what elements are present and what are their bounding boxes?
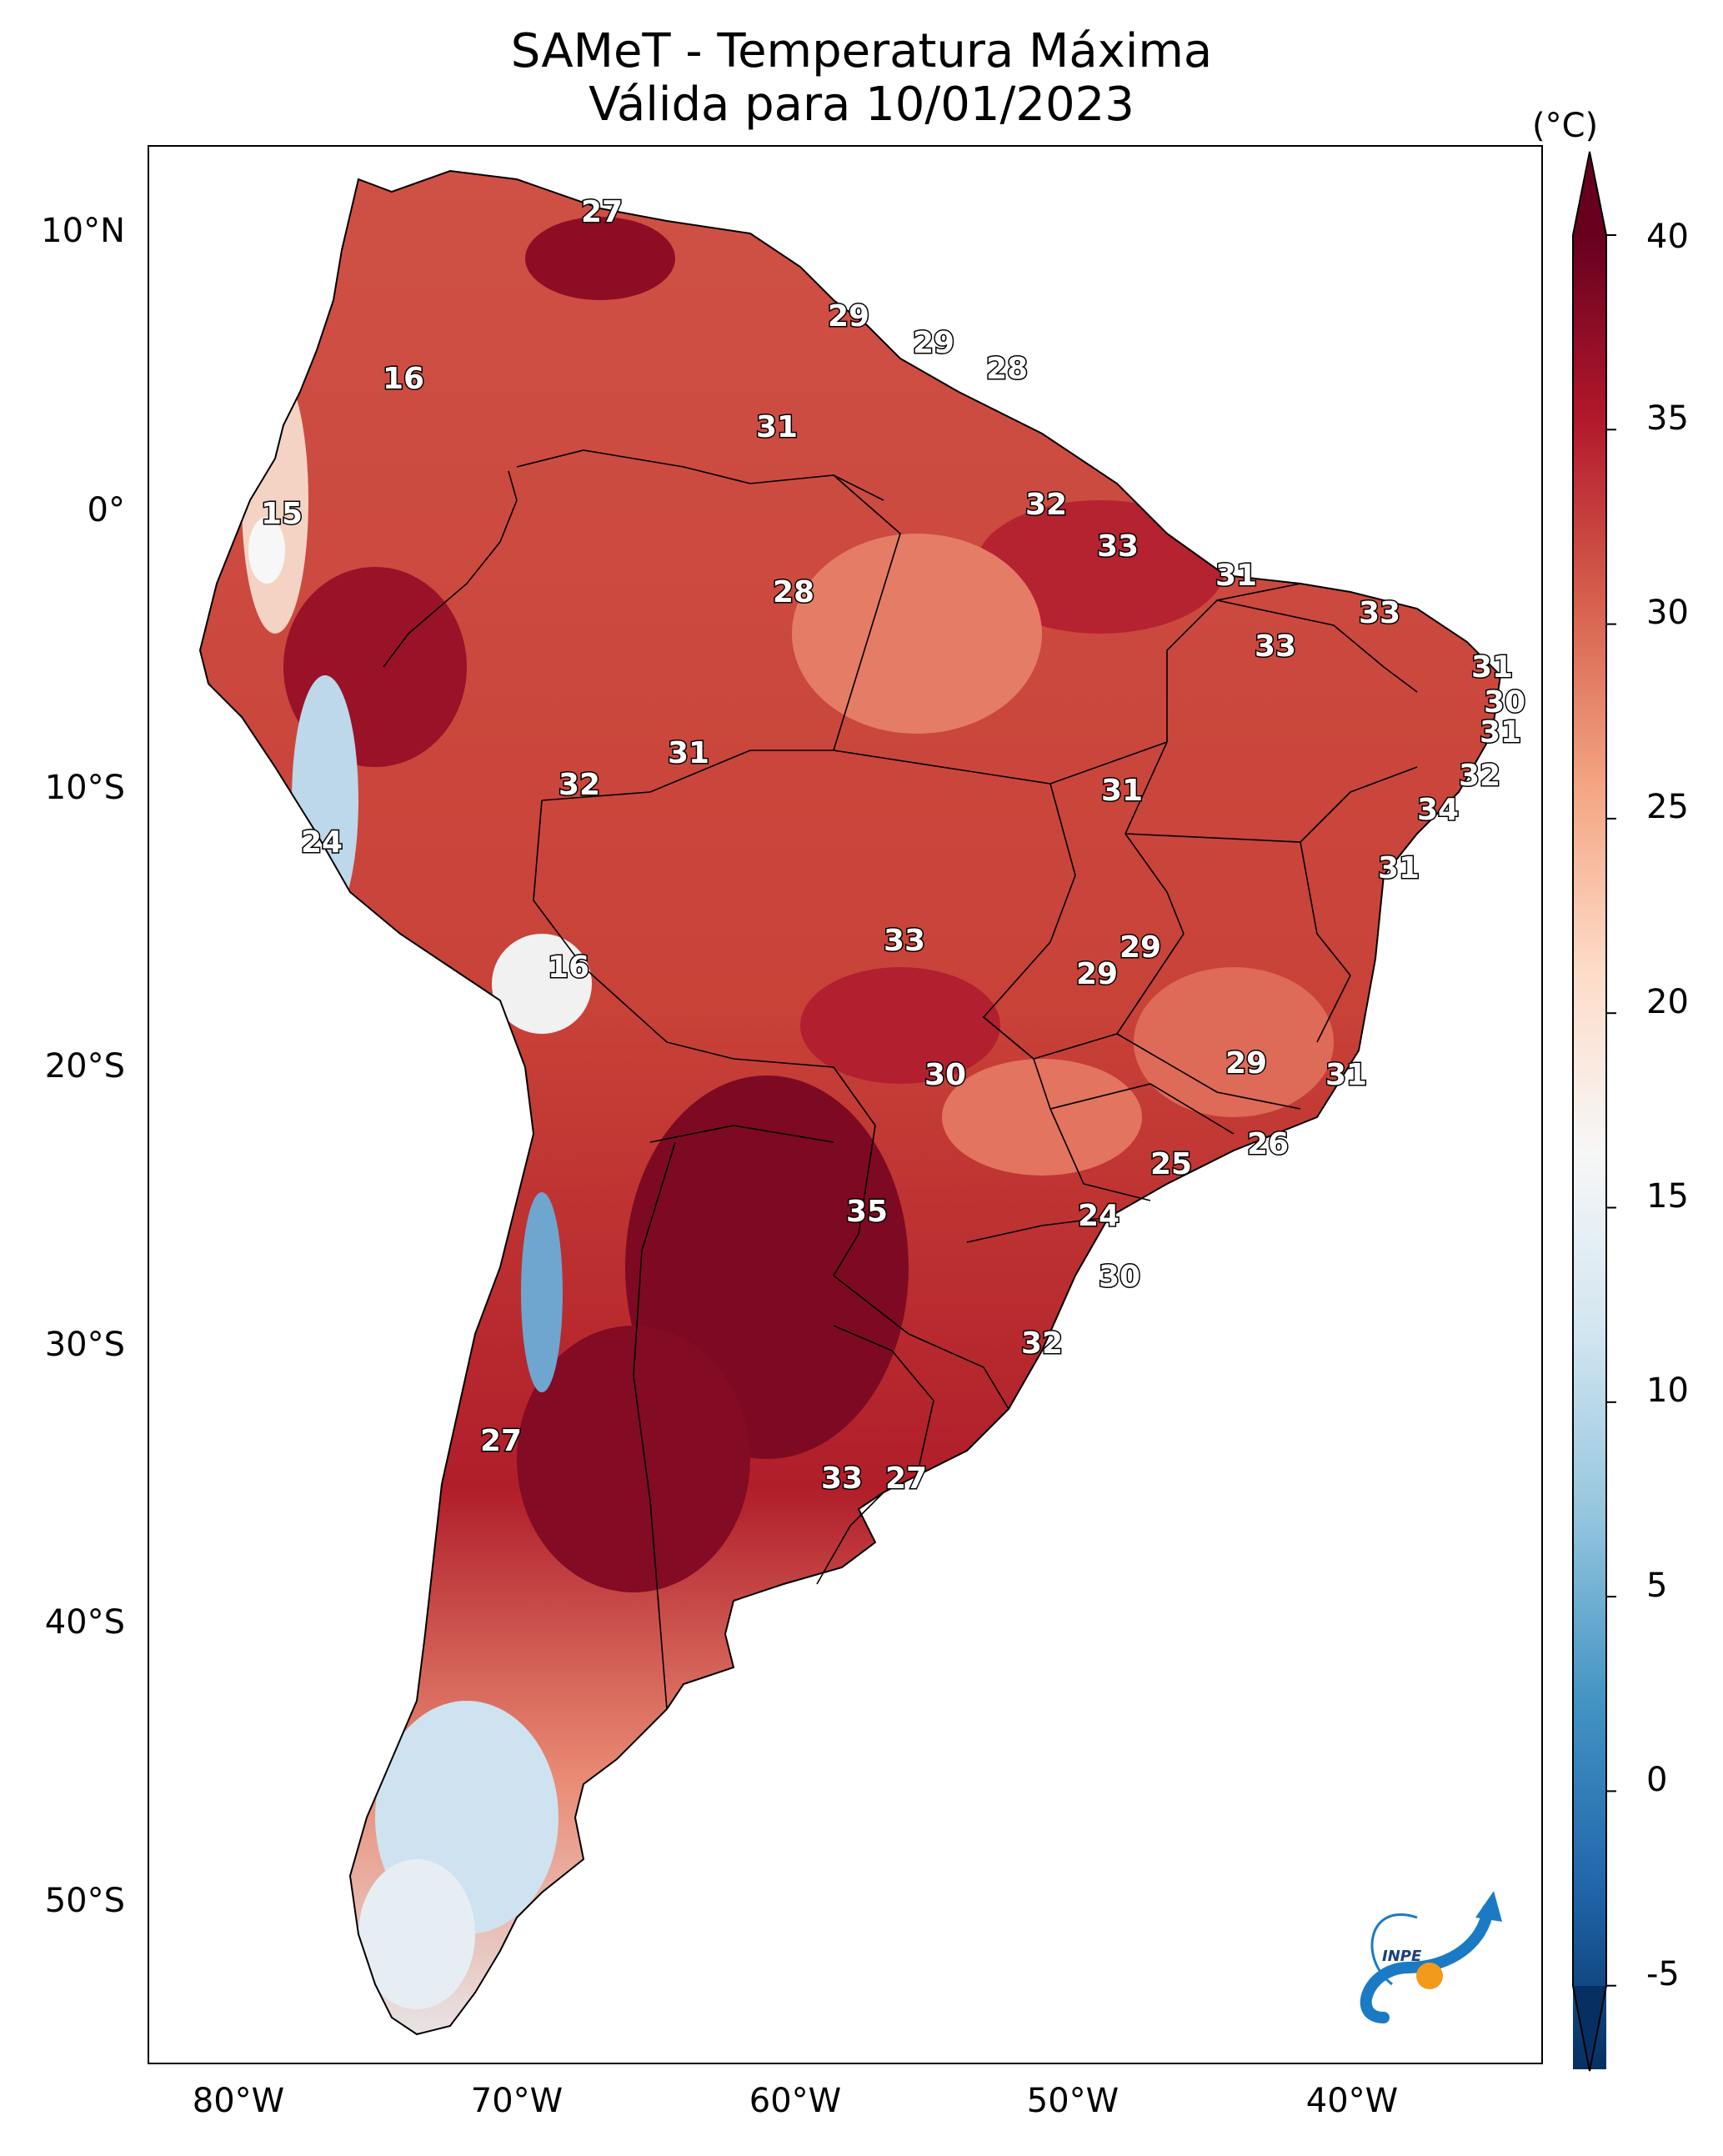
temperature-label: 28 — [986, 352, 1028, 386]
temperature-label: 30 — [1099, 1260, 1140, 1294]
temperature-label: 25 — [1150, 1147, 1192, 1181]
colorbar-tick-40: 40 — [1646, 218, 1689, 256]
colorbar-tick-minus5: -5 — [1646, 1955, 1680, 1993]
colorbar-tick-35: 35 — [1646, 399, 1689, 438]
temperature-label: 15 — [261, 497, 303, 531]
temperature-label: 35 — [846, 1195, 888, 1229]
colorbar-tick-5: 5 — [1646, 1567, 1668, 1605]
temperature-label: 29 — [1076, 957, 1118, 991]
lat-tick-40s: 40°S — [44, 1603, 125, 1642]
colorbar-tick-20: 20 — [1646, 983, 1689, 1021]
temperature-label: 16 — [383, 362, 424, 396]
lat-tick-0: 0° — [87, 491, 125, 529]
logo-orbit-icon — [1370, 1913, 1418, 1986]
colorbar-outline — [1572, 151, 1607, 2072]
colorbar-tick-30: 30 — [1646, 594, 1689, 632]
lon-tick-60w: 60°W — [749, 2082, 842, 2120]
temperature-label: 33 — [1359, 596, 1400, 630]
temperature-label: 29 — [828, 299, 869, 333]
colorbar-tick-25: 25 — [1646, 788, 1689, 826]
temperature-label: 32 — [1025, 488, 1067, 522]
temperature-label: 27 — [885, 1462, 927, 1496]
temperature-label: 29 — [1225, 1046, 1267, 1081]
temperature-label: 16 — [548, 950, 589, 985]
temperature-label: 33 — [884, 924, 925, 958]
logo-text: INPE — [1382, 1948, 1422, 1965]
temperature-label: 27 — [480, 1424, 522, 1458]
temperature-label: 34 — [1417, 793, 1459, 827]
colorbar-max-extension — [1573, 152, 1606, 235]
lat-tick-10s: 10°S — [44, 769, 125, 807]
temperature-label: 31 — [1215, 559, 1257, 593]
lon-tick-50w: 50°W — [1026, 2082, 1119, 2120]
colorbar-tick-10: 10 — [1646, 1371, 1689, 1410]
colorbar-min-arrow — [1573, 1986, 1606, 2071]
temperature-label: 31 — [1480, 715, 1521, 750]
temperature-label: 29 — [913, 326, 954, 360]
temperature-label: 33 — [821, 1462, 863, 1496]
temperature-label: 33 — [1255, 629, 1296, 664]
temperature-label: 24 — [1078, 1199, 1119, 1233]
colorbar-ticks — [1606, 234, 1616, 1987]
lat-tick-20s: 20°S — [44, 1047, 125, 1086]
country-borders — [383, 449, 1418, 1710]
title-line-2: Válida para 10/01/2023 — [589, 78, 1134, 132]
temperature-label: 32 — [1459, 759, 1500, 793]
temperature-label: 28 — [773, 575, 814, 609]
colorbar-unit: (°C) — [1532, 107, 1599, 145]
logo-swoosh-icon — [1360, 1903, 1494, 2023]
temperature-label: 31 — [1471, 650, 1513, 684]
temperature-label: 30 — [924, 1058, 966, 1092]
lon-tick-40w: 40°W — [1305, 2082, 1399, 2120]
lon-tick-70w: 70°W — [470, 2082, 563, 2120]
temperature-label: 31 — [668, 736, 709, 770]
temperature-label: 31 — [756, 410, 798, 444]
inpe-logo: INPE — [1360, 1891, 1502, 2023]
temperature-label: 31 — [1325, 1058, 1367, 1092]
temperature-label: 26 — [1247, 1127, 1289, 1161]
lat-tick-50s: 50°S — [44, 1882, 125, 1920]
temperature-label: 31 — [1378, 851, 1420, 885]
temperature-label: 31 — [1101, 774, 1143, 808]
lon-tick-80w: 80°W — [192, 2082, 285, 2120]
colorbar — [1573, 235, 1606, 2069]
colorbar-tick-0: 0 — [1646, 1761, 1668, 1799]
title-line-1: SAMeT - Temperatura Máxima — [510, 24, 1213, 78]
logo-arrow-icon — [1475, 1891, 1502, 1922]
logo-sun-icon — [1416, 1963, 1443, 1989]
temperature-label: 32 — [558, 768, 600, 802]
temperature-label: 27 — [581, 195, 623, 229]
temperature-label: 29 — [1119, 930, 1161, 965]
temperature-label: 24 — [301, 825, 343, 860]
temperature-label: 33 — [1097, 529, 1139, 564]
lat-tick-30s: 30°S — [44, 1326, 125, 1364]
coastline — [198, 169, 1502, 2036]
temperature-label: 32 — [1021, 1326, 1063, 1361]
temperature-label: 30 — [1484, 685, 1525, 720]
colorbar-tick-15: 15 — [1646, 1177, 1689, 1216]
lat-tick-10n: 10°N — [41, 212, 125, 250]
